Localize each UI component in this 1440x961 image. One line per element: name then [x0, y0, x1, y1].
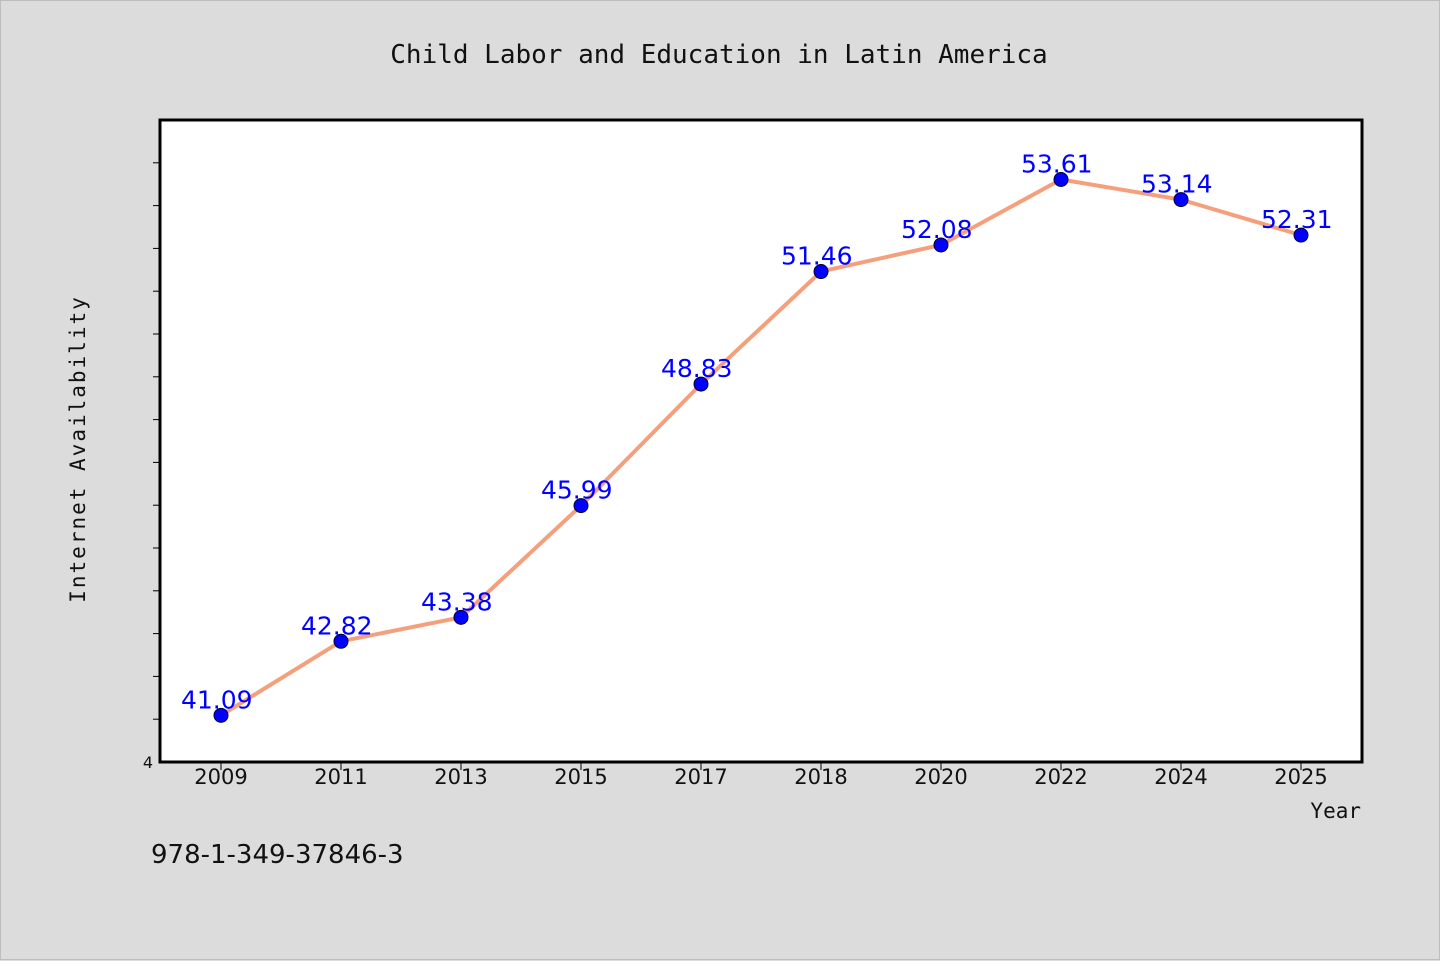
x-tick-label: 2017 [674, 765, 727, 789]
data-label: 52.08 [901, 215, 973, 244]
data-point [813, 264, 829, 280]
data-labels: 41.09 42.82 43.38 45.99 48.83 51.46 52.08 53.61… [181, 149, 1333, 714]
x-tick-label: 2015 [554, 765, 607, 789]
x-axis-ticks: 2009 2011 2013 2015 2017 2018 2020 2022 2024 2025 [194, 762, 1328, 789]
data-label: 45.99 [541, 476, 613, 505]
data-point [453, 609, 469, 625]
data-label: 41.09 [181, 685, 253, 714]
data-label: 53.61 [1021, 149, 1093, 178]
series-line-group [219, 177, 1302, 718]
y-tick-label: 4 [143, 753, 153, 772]
data-label: 42.82 [301, 611, 373, 640]
data-point [1293, 227, 1309, 243]
data-point [933, 237, 949, 253]
data-point [1173, 192, 1189, 208]
data-point [333, 633, 349, 649]
x-tick-label: 2011 [314, 765, 367, 789]
y-axis-ticks [153, 162, 160, 720]
isbn-footer: 978-1-349-37846-3 [151, 840, 404, 870]
series-line [219, 177, 1302, 718]
data-label: 51.46 [781, 242, 853, 271]
plot-area [158, 118, 1364, 764]
data-point [213, 707, 229, 723]
x-tick-label: 2018 [794, 765, 847, 789]
x-axis-label: Year [1310, 799, 1361, 823]
x-tick-label: 2013 [434, 765, 487, 789]
data-label: 43.38 [421, 587, 493, 616]
x-tick-label: 2024 [1154, 765, 1207, 789]
data-label: 53.14 [1141, 170, 1213, 199]
x-tick-label: 2009 [194, 765, 247, 789]
chart-title: Child Labor and Education in Latin Ameri… [390, 40, 1047, 70]
x-tick-label: 2020 [914, 765, 967, 789]
data-point [1053, 171, 1069, 187]
data-label: 52.31 [1261, 205, 1333, 234]
data-point [573, 498, 589, 514]
x-tick-label: 2022 [1034, 765, 1087, 789]
y-axis-label: Internet Availability [66, 295, 90, 603]
data-label: 48.83 [661, 354, 733, 383]
series-markers [213, 171, 1309, 723]
x-tick-label: 2025 [1274, 765, 1327, 789]
data-point [693, 376, 709, 392]
